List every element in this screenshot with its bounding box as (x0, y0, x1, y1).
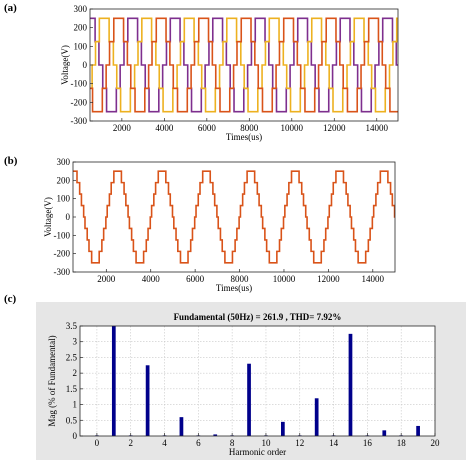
x-tick-label: 12000 (317, 274, 340, 284)
bar-harmonic-7 (213, 434, 218, 436)
x-tick-label: 10 (261, 438, 271, 448)
y-tick-label: 0 (83, 60, 88, 70)
y-tick-label: 2.5 (66, 352, 78, 362)
panel-label: (a) (4, 2, 17, 14)
x-tick-label: 4000 (142, 274, 161, 284)
y-tick-label: 1 (73, 400, 78, 410)
x-tick-label: 12 (295, 438, 304, 448)
x-tick-label: 12000 (323, 123, 346, 133)
x-axis-label: Harmonic order (229, 447, 286, 457)
bar-harmonic-17 (382, 430, 387, 436)
plot-area (80, 326, 435, 436)
y-tick-label: 200 (74, 23, 88, 33)
bar-harmonic-1 (111, 326, 116, 436)
chart-panel-2: (c) Fundamental (50Hz) = 261.9 , THD= 7.9… (4, 293, 466, 460)
bar-harmonic-13 (314, 398, 319, 436)
y-tick-label: 1.5 (66, 384, 78, 394)
bar-harmonic-5 (179, 417, 184, 436)
x-tick-label: 2000 (97, 274, 116, 284)
x-tick-label: 8000 (231, 274, 250, 284)
y-tick-label: -200 (71, 97, 88, 107)
x-tick-label: 8 (230, 438, 235, 448)
x-axis-label: Times(us) (216, 283, 252, 293)
y-tick-label: 100 (74, 41, 88, 51)
x-tick-label: 6000 (198, 123, 217, 133)
x-tick-label: 0 (95, 438, 100, 448)
series-line-0 (73, 170, 395, 264)
axes-box (79, 325, 436, 437)
chart-panel-1: (b)2000 4000 6000 8000 10000 12000 14000-300-2… (4, 155, 396, 293)
y-tick-label: 300 (57, 157, 71, 167)
panel-label: (b) (4, 155, 18, 167)
bar-harmonic-11 (280, 421, 285, 436)
y-tick-label: -100 (54, 230, 71, 240)
panel-label: (c) (4, 293, 17, 305)
y-tick-label: 100 (57, 194, 71, 204)
x-tick-label: 4 (162, 438, 167, 448)
y-tick-label: 2 (73, 368, 78, 378)
x-tick-label: 14 (329, 438, 339, 448)
x-tick-label: 2000 (113, 123, 132, 133)
bar-harmonic-9 (247, 363, 251, 436)
x-tick-label: 16 (363, 438, 373, 448)
y-tick-label: 0.5 (66, 415, 78, 425)
plot-area (73, 162, 395, 272)
x-tick-label: 20 (431, 438, 441, 448)
x-tick-label: 6000 (186, 274, 205, 284)
y-tick-label: 300 (74, 4, 88, 14)
x-tick-label: 2 (128, 438, 133, 448)
y-tick-label: 0 (73, 431, 78, 441)
y-tick-label: 3.5 (66, 321, 78, 331)
y-axis-label: Voltage(V) (43, 197, 53, 237)
x-tick-label: 6 (196, 438, 201, 448)
y-tick-label: 3 (73, 337, 78, 347)
x-tick-label: 4000 (155, 123, 174, 133)
x-tick-label: 10000 (281, 123, 304, 133)
x-tick-label: 10000 (273, 274, 296, 284)
y-axis-label: Voltage(V) (60, 45, 70, 85)
bar-harmonic-15 (348, 333, 353, 436)
x-tick-label: 18 (397, 438, 407, 448)
x-tick-label: 8000 (240, 123, 259, 133)
y-axis-label: Mag (% of Fundamental) (47, 335, 57, 426)
y-tick-label: -300 (71, 116, 88, 126)
series-line-1 (90, 17, 398, 113)
y-tick-label: -100 (71, 79, 88, 89)
bar-harmonic-19 (416, 425, 420, 436)
chart-panel-0: (a)2000 4000 6000 8000 10000 12000 14000-300-2… (4, 2, 399, 142)
chart-title: Fundamental (50Hz) = 261.9 , THD= 7.92% (174, 312, 342, 322)
y-tick-label: 0 (66, 212, 71, 222)
y-tick-label: -300 (54, 267, 71, 277)
y-tick-label: 200 (57, 175, 71, 185)
x-tick-label: 14000 (362, 274, 385, 284)
series-line-2 (90, 17, 398, 113)
bar-harmonic-3 (145, 365, 150, 436)
x-tick-label: 14000 (366, 123, 389, 133)
y-tick-label: -200 (54, 249, 71, 259)
x-axis-label: Times(us) (226, 132, 262, 142)
